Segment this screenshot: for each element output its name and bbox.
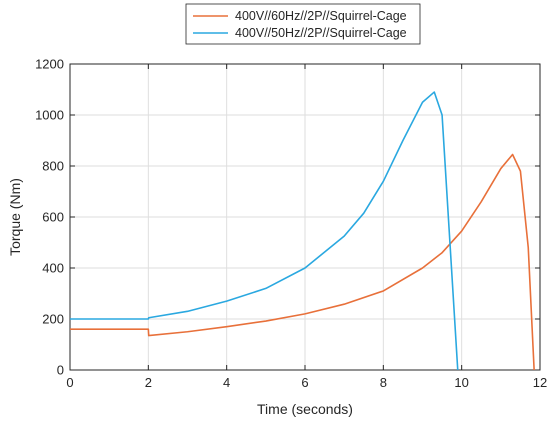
- x-tick-label: 6: [301, 375, 308, 390]
- y-axis-label: Torque (Nm): [7, 178, 23, 256]
- y-tick-label: 600: [42, 210, 64, 225]
- x-tick-label: 8: [380, 375, 387, 390]
- series-lines: [70, 91, 535, 371]
- y-tick-label: 1000: [35, 108, 64, 123]
- legend-label-series-1: 400V//60Hz//2P//Squirrel-Cage: [235, 9, 407, 23]
- y-tick-label: 800: [42, 159, 64, 174]
- x-axis-label: Time (seconds): [257, 401, 353, 417]
- legend: 400V//60Hz//2P//Squirrel-Cage 400V//50Hz…: [185, 3, 421, 45]
- y-tick-label: 400: [42, 261, 64, 276]
- legend-box: [185, 3, 421, 45]
- axis-ticks: 0 2 4 6 8 10 12 0 200 400 600 800 1000 1200: [35, 57, 547, 391]
- y-tick-label: 0: [57, 363, 64, 378]
- series-line-1: [70, 153, 535, 371]
- legend-label-series-2: 400V//50Hz//2P//Squirrel-Cage: [235, 26, 407, 40]
- x-tick-label: 10: [454, 375, 468, 390]
- x-tick-label: 0: [66, 375, 73, 390]
- x-tick-label: 4: [223, 375, 230, 390]
- y-tick-label: 1200: [35, 57, 64, 72]
- x-tick-label: 2: [145, 375, 152, 390]
- series-line-2: [70, 91, 459, 371]
- y-tick-label: 200: [42, 312, 64, 327]
- x-tick-label: 12: [533, 375, 547, 390]
